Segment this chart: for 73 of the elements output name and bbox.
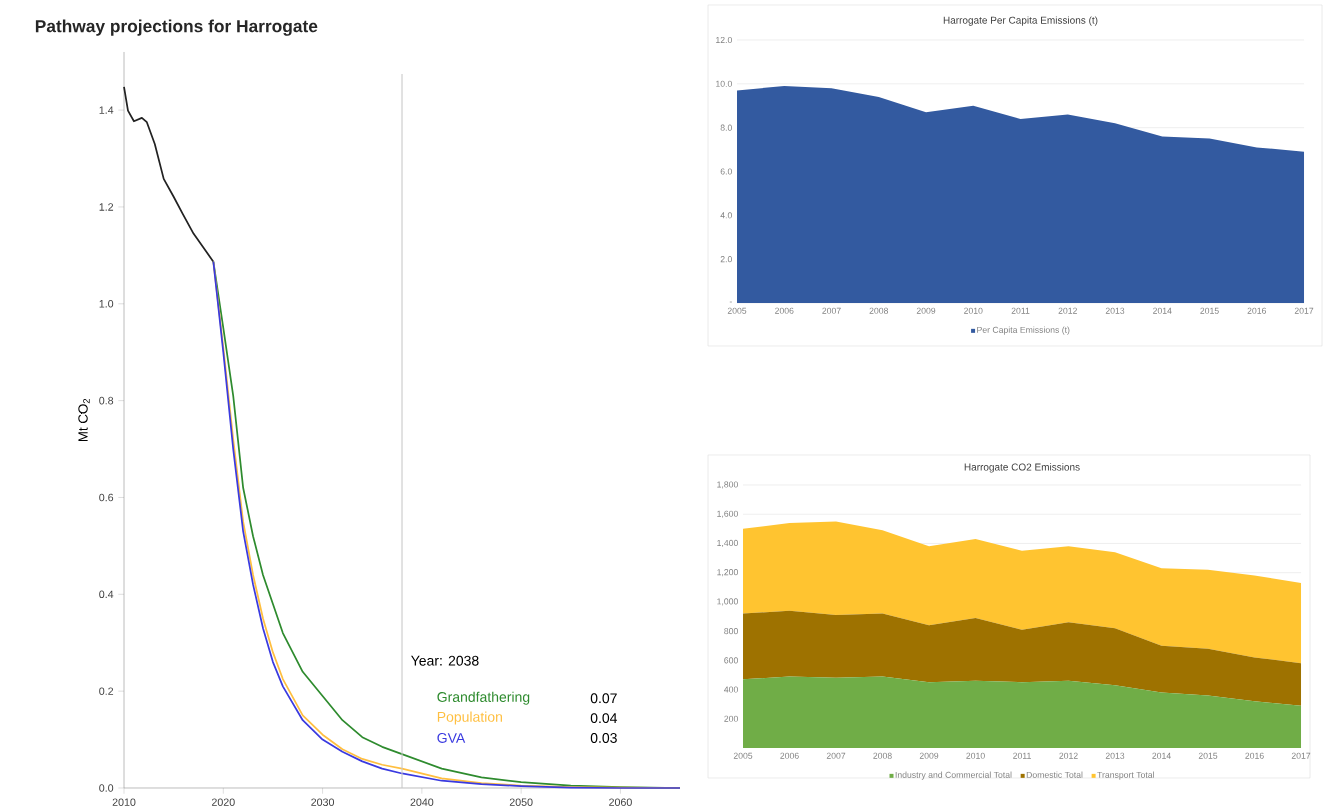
y-tick-label: 1.2 <box>99 203 114 211</box>
x-tick-label: 2007 <box>822 307 841 314</box>
y-tick-label: - <box>729 301 732 303</box>
line-series <box>212 260 681 789</box>
y-tick-label: 1,400 <box>717 539 738 548</box>
x-tick-label: 2015 <box>1198 752 1218 759</box>
y-tick-label: 1.0 <box>99 300 114 308</box>
x-tick-label: 2015 <box>1200 307 1219 314</box>
y-tick-label: 6.0 <box>720 168 732 175</box>
x-tick-label: 2005 <box>733 752 753 759</box>
legend-label: Industry and Commercial Total <box>895 771 1012 780</box>
y-tick-label: 1,600 <box>717 510 738 518</box>
legend-label: Domestic Total <box>1026 771 1083 778</box>
x-tick-label: 2012 <box>1059 752 1078 759</box>
x-tick-label: 2014 <box>1152 752 1171 759</box>
y-tick-label: 0.6 <box>99 493 114 502</box>
y-tick-label: 0.8 <box>99 396 114 405</box>
y-tick-label: 2.0 <box>720 256 732 263</box>
y-tick-label: 800 <box>724 628 738 635</box>
ref-line-label: Year: 2038 <box>411 655 479 666</box>
y-tick-label: 600 <box>724 657 738 664</box>
x-tick-label: 2011 <box>1011 307 1030 314</box>
x-tick-label: 2008 <box>873 752 892 759</box>
x-tick-label: 2050 <box>509 798 533 806</box>
x-tick-label: 2009 <box>916 307 936 314</box>
x-tick-label: 2010 <box>964 307 983 314</box>
legend-label: Transport Total <box>1097 771 1154 780</box>
text: GVA <box>437 733 466 743</box>
text: Grandfathering <box>437 691 530 705</box>
x-tick-label: 2010 <box>966 752 985 759</box>
x-tick-label: 2013 <box>1105 307 1125 314</box>
annotation: 0.04 <box>590 713 618 724</box>
x-tick-label: 2016 <box>1247 307 1267 314</box>
y-tick-label: 400 <box>724 686 738 693</box>
y-axis-title: Mt CO$_{2}$ <box>78 398 90 442</box>
x-tick-label: 2040 <box>410 798 434 806</box>
x-tick-label: 2016 <box>1245 752 1264 759</box>
x-tick-label: 2017 <box>1291 752 1311 759</box>
x-tick-label: 2006 <box>775 307 794 314</box>
chart-title: Harrogate CO2 Emissions <box>964 463 1080 473</box>
text: Population <box>437 711 502 725</box>
y-tick-label: 4.0 <box>720 212 732 219</box>
y-tick-label: 1,200 <box>717 569 738 577</box>
x-tick-label: 2011 <box>1013 752 1031 759</box>
x-tick-label: 2010 <box>112 798 136 806</box>
line-series <box>123 85 215 263</box>
x-tick-label: 2008 <box>869 307 889 314</box>
y-tick-label: 10.0 <box>716 80 732 87</box>
x-tick-label: 2020 <box>211 798 235 806</box>
x-tick-label: 2007 <box>826 752 846 759</box>
x-tick-label: 2009 <box>919 752 939 759</box>
annotation: 0.03 <box>590 733 617 743</box>
y-tick-label: 0.0 <box>99 784 114 792</box>
y-tick-label: 12.0 <box>716 36 732 44</box>
y-tick-label: 8.0 <box>720 124 732 131</box>
x-tick-label: 2006 <box>780 752 799 759</box>
x-tick-label: 2012 <box>1058 307 1077 314</box>
annotation: 0.07 <box>590 693 617 704</box>
chart-title: Pathway projections for Harrogate <box>35 19 318 36</box>
y-tick-label: 200 <box>724 715 738 722</box>
y-tick-label: 1,000 <box>717 598 738 606</box>
x-tick-label: 2013 <box>1105 752 1125 759</box>
y-tick-label: 0.2 <box>99 687 114 695</box>
x-tick-label: 2030 <box>311 798 335 806</box>
y-tick-label: 0.4 <box>99 590 114 599</box>
x-tick-label: 2014 <box>1153 307 1172 314</box>
y-tick-label: 1.4 <box>99 106 114 114</box>
x-tick-label: 2017 <box>1294 307 1314 314</box>
x-tick-label: 2060 <box>609 798 632 806</box>
x-tick-label: 2005 <box>727 307 747 314</box>
chart-title: Harrogate Per Capita Emissions (t) <box>943 16 1098 26</box>
y-tick-label: 1,800 <box>717 481 738 489</box>
legend-label: Per Capita Emissions (t) <box>977 326 1070 335</box>
